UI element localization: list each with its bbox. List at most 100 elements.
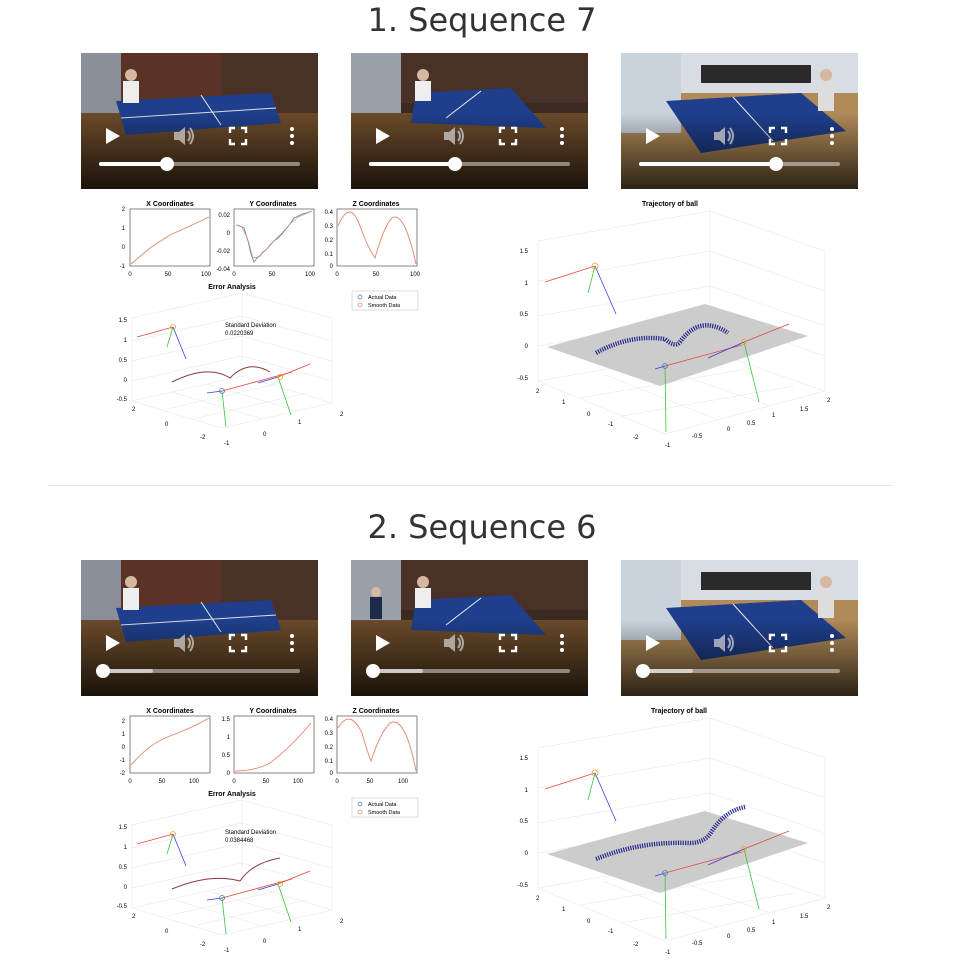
camera-axis-y bbox=[277, 883, 292, 923]
fullscreen-icon[interactable] bbox=[498, 633, 518, 653]
video-player-cam3[interactable] bbox=[621, 560, 858, 696]
video-progress-bar[interactable] bbox=[366, 664, 570, 678]
legend-label-smooth: Smooth Data bbox=[368, 303, 401, 309]
seek-handle[interactable] bbox=[96, 664, 111, 678]
table-plane bbox=[547, 811, 808, 893]
camera-marker bbox=[170, 324, 176, 330]
chart-title: Y Coordinates bbox=[249, 708, 296, 715]
camera-axis-z bbox=[257, 883, 279, 891]
z-tick-label: 1.5 bbox=[520, 756, 529, 762]
more-options-icon[interactable] bbox=[827, 126, 837, 146]
fullscreen-icon[interactable] bbox=[498, 126, 518, 146]
axis-tick-label: 2 bbox=[536, 389, 540, 395]
y-tick-label: 0.3 bbox=[325, 224, 334, 230]
axis-tick-label: 1.5 bbox=[800, 914, 809, 920]
error-analysis-chart: Error Analysis 1.5 1 0.5 bbox=[117, 791, 344, 954]
video-progress-bar[interactable] bbox=[369, 157, 570, 171]
legend-marker-smooth bbox=[357, 809, 363, 815]
more-options-icon[interactable] bbox=[287, 126, 297, 146]
seek-handle[interactable] bbox=[160, 157, 175, 171]
play-icon[interactable] bbox=[103, 634, 121, 652]
axis-tick-label: 0 bbox=[263, 432, 267, 438]
volume-icon[interactable] bbox=[712, 632, 736, 654]
x-tick-label: 50 bbox=[165, 272, 172, 278]
more-options-icon[interactable] bbox=[557, 126, 567, 146]
x-tick-label: 100 bbox=[410, 272, 421, 278]
more-options-icon[interactable] bbox=[287, 633, 297, 653]
video-player-cam2[interactable] bbox=[351, 560, 588, 696]
x-series-line bbox=[130, 216, 210, 265]
chart-legend: Actual Data Smooth Data bbox=[351, 797, 419, 818]
fullscreen-icon[interactable] bbox=[228, 126, 248, 146]
z-tick-label: -0.5 bbox=[117, 904, 128, 910]
fullscreen-icon[interactable] bbox=[228, 633, 248, 653]
y-smooth-line bbox=[235, 210, 313, 259]
buffered-range bbox=[369, 669, 424, 673]
volume-icon[interactable] bbox=[712, 125, 736, 147]
played-range bbox=[99, 162, 168, 166]
trajectory-chart: Trajectory of ball 1.5 1 0.5 bbox=[518, 708, 831, 956]
error-3d-grid bbox=[131, 799, 333, 936]
seek-handle[interactable] bbox=[366, 664, 381, 678]
volume-icon[interactable] bbox=[442, 125, 466, 147]
seek-handle[interactable] bbox=[448, 157, 463, 171]
camera-marker bbox=[741, 846, 747, 852]
camera-axis-x bbox=[544, 265, 596, 283]
sequence-section-2: 2. Sequence 6 bbox=[0, 507, 964, 977]
play-icon[interactable] bbox=[373, 634, 391, 652]
buffered-range bbox=[639, 669, 694, 673]
y-tick-label: 1 bbox=[122, 732, 126, 738]
seek-handle[interactable] bbox=[768, 157, 783, 171]
camera-axis-z bbox=[654, 365, 666, 370]
video-frame bbox=[621, 53, 858, 189]
seek-handle[interactable] bbox=[636, 664, 651, 678]
camera-axis-x bbox=[544, 772, 596, 790]
play-icon[interactable] bbox=[103, 127, 121, 145]
video-progress-bar[interactable] bbox=[99, 157, 300, 171]
axis-tick-label: -0.5 bbox=[692, 941, 703, 947]
std-dev-value: 0.0384468 bbox=[225, 838, 254, 844]
y-tick-label: 2 bbox=[122, 207, 126, 213]
sequence-title: 2. Sequence 6 bbox=[367, 508, 597, 546]
x-tick-label: 0 bbox=[232, 272, 236, 278]
volume-icon[interactable] bbox=[172, 632, 196, 654]
axis-tick-label: -2 bbox=[633, 435, 639, 441]
fullscreen-icon[interactable] bbox=[768, 633, 788, 653]
video-progress-bar[interactable] bbox=[96, 664, 300, 678]
y-tick-label: 0.1 bbox=[325, 759, 334, 765]
fullscreen-icon[interactable] bbox=[768, 126, 788, 146]
y-tick-label: -2 bbox=[120, 771, 126, 777]
play-icon[interactable] bbox=[643, 127, 661, 145]
play-icon[interactable] bbox=[373, 127, 391, 145]
play-icon[interactable] bbox=[643, 634, 661, 652]
camera-axis-y bbox=[221, 390, 227, 428]
legend-box bbox=[351, 290, 419, 311]
video-player-cam3[interactable] bbox=[621, 53, 858, 189]
camera-axis-y bbox=[166, 326, 174, 348]
z-tick-label: 0 bbox=[525, 344, 529, 350]
video-player-cam2[interactable] bbox=[351, 53, 588, 189]
more-options-icon[interactable] bbox=[827, 633, 837, 653]
video-progress-bar[interactable] bbox=[636, 664, 840, 678]
volume-icon[interactable] bbox=[442, 632, 466, 654]
camera-marker bbox=[662, 870, 668, 876]
axis-tick-label: 2 bbox=[340, 412, 344, 418]
x-tick-label: 100 bbox=[305, 272, 316, 278]
y-plot-ticks: 0.02 0 -0.02 -0.04 0 50 100 bbox=[216, 213, 315, 278]
y-plot-ticks: 1.5 1 0.5 0 0 50 100 bbox=[222, 717, 304, 785]
x-plot-frame bbox=[129, 208, 211, 267]
y-tick-label: 0 bbox=[122, 245, 126, 251]
volume-icon[interactable] bbox=[172, 125, 196, 147]
video-player-cam1[interactable] bbox=[81, 53, 318, 189]
sequence-section-1: 1. Sequence 7 bbox=[0, 0, 964, 470]
video-progress-bar[interactable] bbox=[639, 157, 840, 171]
z-series-line bbox=[337, 718, 417, 772]
y-tick-label: 0.2 bbox=[325, 238, 334, 244]
more-options-icon[interactable] bbox=[557, 633, 567, 653]
y-tick-label: 0 bbox=[330, 264, 334, 270]
x-plot-frame bbox=[129, 715, 211, 774]
video-player-cam1[interactable] bbox=[81, 560, 318, 696]
camera-marker bbox=[277, 374, 283, 380]
sequence-title: 1. Sequence 7 bbox=[367, 1, 597, 39]
plots-figure: X Coordinates 2 1 0 -1 0 50 100 Y Coordi… bbox=[117, 201, 831, 449]
